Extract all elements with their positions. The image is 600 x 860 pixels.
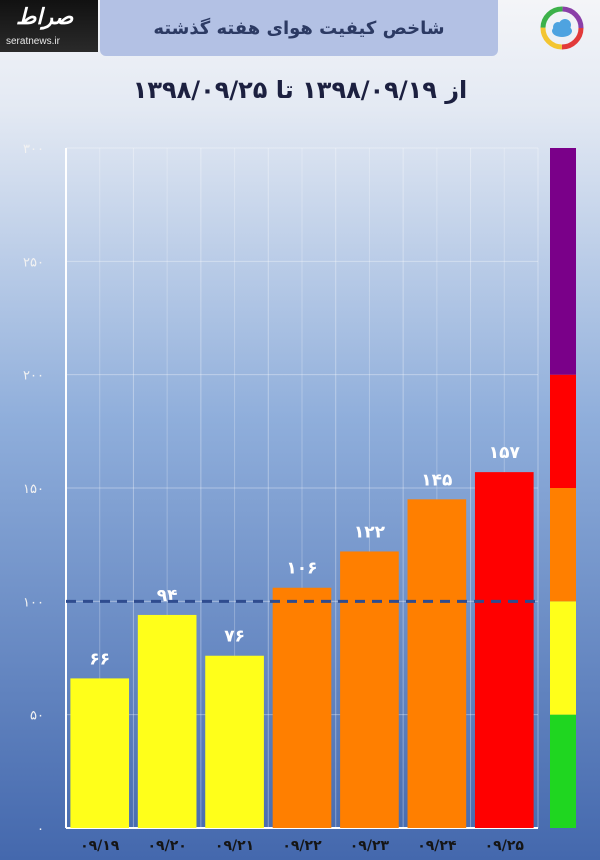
bar [137,614,197,828]
data-label: ۱۲۲ [354,522,386,542]
data-label: ۷۶ [224,627,245,647]
data-label: ۶۶ [89,649,110,669]
bar [70,678,130,828]
y-tick-label: ۱۵۰ [23,482,44,497]
bar [205,655,264,828]
data-label: ۹۴ [157,586,178,606]
y-tick-label: ۱۰۰ [23,595,44,610]
data-label: ۱۵۷ [489,443,521,463]
x-tick-label: ۰۹/۲۰ [147,838,186,854]
scale-band [550,374,576,488]
x-tick-label: ۰۹/۲۴ [417,838,457,854]
y-tick-label: ۲۵۰ [23,255,44,270]
x-tick-label: ۰۹/۲۱ [215,838,254,854]
bar [474,472,534,828]
scale-band [550,148,576,375]
bar [340,551,399,828]
x-tick-label: ۰۹/۲۵ [485,838,525,854]
brand-logo: صراط seratnews.ir [0,0,98,52]
y-tick-label: ۲۰۰ [23,369,44,384]
y-tick-label: ۵۰ [30,709,44,724]
date-range: از ۱۳۹۸/۰۹/۱۹ تا ۱۳۹۸/۰۹/۲۵ [132,76,468,104]
x-tick-label: ۰۹/۲۳ [350,838,390,854]
brand-url: seratnews.ir [6,36,60,47]
weather-cloud-icon [540,6,584,50]
scale-band [550,488,576,602]
y-tick-label: ۰ [37,822,44,837]
scale-band [550,601,576,715]
y-tick-label: ۳۰۰ [23,142,44,157]
aqi-bar-chart: ۰ ۵۰ ۱۰۰ ۱۵۰ ۲۰۰ ۲۵۰ ۳۰۰ ۶۶ ۰۹/۱۹ ۹۴ ۰۹/۲۰ ۷۶ ۰۹/۲۱ ۱… [23,142,576,854]
data-label: ۱۴۵ [421,470,452,490]
brand-logo-mark: صراط [16,4,74,30]
header-title-box: شاخص کیفیت هوای هفته گذشته [100,0,498,56]
scale-band [550,714,576,828]
page-title: شاخص کیفیت هوای هفته گذشته [153,17,445,39]
x-tick-label: ۰۹/۱۹ [80,838,120,854]
data-label: ۱۰۶ [286,559,317,579]
x-tick-label: ۰۹/۲۲ [282,838,322,854]
bar [272,587,332,828]
bar [407,499,467,828]
